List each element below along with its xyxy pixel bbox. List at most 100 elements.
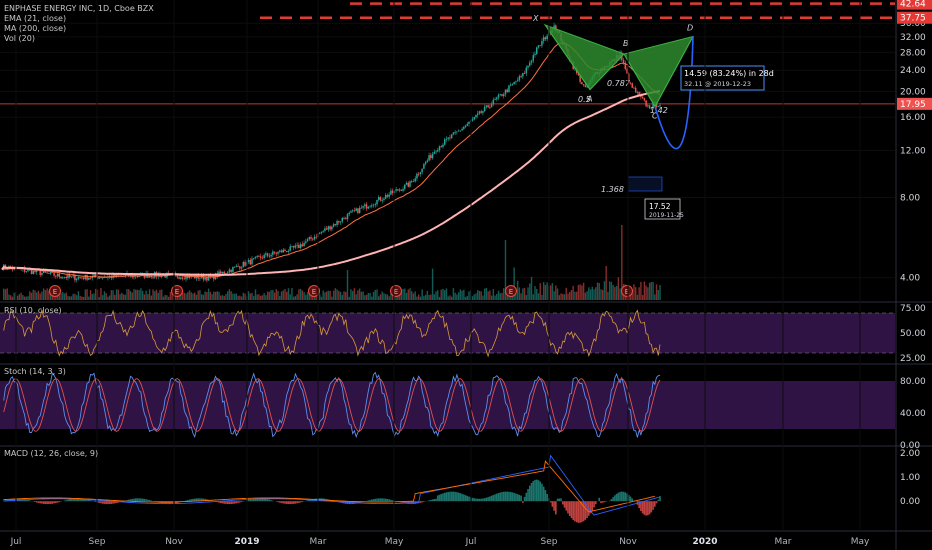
candle-body <box>627 73 630 83</box>
candle-body <box>46 272 48 274</box>
macd-histogram-bar <box>41 501 43 504</box>
volume-bar <box>124 294 126 300</box>
candle-body <box>355 208 357 211</box>
macd-histogram-bar <box>197 498 199 502</box>
candle-body <box>506 89 508 93</box>
volume-bar <box>154 291 156 300</box>
volume-bar <box>551 283 554 300</box>
pattern-leg-line <box>544 24 694 108</box>
price-tick-label: 8.00 <box>900 193 920 203</box>
candle-body <box>48 273 50 274</box>
volume-bar <box>553 291 555 300</box>
macd-histogram-bar <box>391 500 394 502</box>
macd-histogram-bar <box>292 501 295 504</box>
pattern-point-label: X <box>532 14 539 23</box>
macd-histogram-bar <box>456 492 458 502</box>
volume-bar <box>457 292 460 300</box>
macd-histogram-bar <box>553 501 555 511</box>
candle-body <box>442 144 444 147</box>
volume-bar <box>298 289 300 300</box>
macd-histogram-bar <box>575 501 578 523</box>
candle-body <box>643 98 646 101</box>
macd-histogram-bar <box>138 498 140 502</box>
macd-histogram-bar <box>27 499 29 502</box>
pattern-point-label: C <box>652 112 658 121</box>
volume-bar <box>253 296 255 300</box>
projection-range-box <box>627 176 663 192</box>
macd-histogram-bar <box>450 491 453 502</box>
macd-histogram-bar <box>593 501 595 508</box>
price-tick-label: 16.00 <box>900 113 926 123</box>
candle-body <box>371 205 373 207</box>
candle-body <box>494 99 496 100</box>
volume-bar <box>289 294 291 300</box>
volume-bar <box>572 285 574 300</box>
macd-histogram-bar <box>614 495 616 502</box>
pattern-point-label: A <box>586 95 592 104</box>
candle-body <box>338 220 340 223</box>
volume-bar <box>280 291 283 300</box>
macd-histogram-bar <box>51 501 54 504</box>
volume-bar <box>652 281 654 300</box>
volume-bar <box>95 288 97 300</box>
macd-histogram-bar <box>490 495 493 502</box>
volume-bar <box>4 289 7 300</box>
volume-bar <box>72 293 74 300</box>
candle-body <box>29 269 31 271</box>
candle-body <box>34 270 36 273</box>
candle-body <box>312 238 314 240</box>
macd-histogram-bar <box>42 501 45 504</box>
candle-body <box>404 184 406 189</box>
volume-bar <box>549 285 552 300</box>
macd-histogram-bar <box>372 499 375 502</box>
macd-histogram-bar <box>287 501 290 505</box>
candle-body <box>277 251 279 254</box>
volume-bar <box>216 291 218 300</box>
volume-bar <box>371 296 373 300</box>
candle-body <box>232 267 234 272</box>
candle-body <box>27 269 29 272</box>
macd-histogram-bar <box>655 501 658 504</box>
volume-bar <box>419 296 422 300</box>
volume-bar <box>119 294 121 300</box>
macd-histogram-bar <box>74 498 76 502</box>
macd-histogram-bar <box>452 491 455 502</box>
candle-body <box>534 53 536 56</box>
macd-histogram-bar <box>627 494 630 502</box>
macd-histogram-bar <box>657 499 660 502</box>
macd-histogram-bar <box>442 493 444 502</box>
volume-bar <box>8 294 10 300</box>
volume-bar <box>636 294 639 300</box>
volume-bar <box>607 291 609 300</box>
price-tick-label: 24.00 <box>900 66 926 76</box>
macd-histogram-bar <box>610 499 613 502</box>
volume-bar <box>206 292 208 300</box>
macd-histogram-bar <box>438 494 441 502</box>
macd-histogram-bar <box>107 501 109 505</box>
stoch-tick-label: 80.00 <box>900 377 926 387</box>
macd-histogram-bar <box>563 501 566 508</box>
candle-body <box>42 270 45 273</box>
macd-histogram-bar <box>464 495 467 502</box>
candle-body <box>239 266 241 269</box>
macd-histogram-bar <box>402 501 404 504</box>
candle-body <box>100 277 102 279</box>
candle-body <box>546 35 548 40</box>
volume-bar <box>541 294 543 300</box>
candle-body <box>530 60 533 63</box>
volume-bar <box>456 294 458 300</box>
volume-bar <box>421 289 423 300</box>
volume-bar <box>169 291 172 300</box>
macd-histogram-bar <box>101 501 104 504</box>
volume-bar <box>655 284 658 300</box>
candle-body <box>81 277 83 279</box>
volume-bar <box>261 295 264 300</box>
volume-bar <box>574 291 576 300</box>
macd-histogram-bar <box>143 498 146 502</box>
macd-histogram-bar <box>640 501 642 512</box>
candle-body <box>181 277 184 279</box>
candle-body <box>275 253 278 254</box>
macd-histogram-bar <box>508 491 510 502</box>
volume-bar <box>464 296 467 300</box>
